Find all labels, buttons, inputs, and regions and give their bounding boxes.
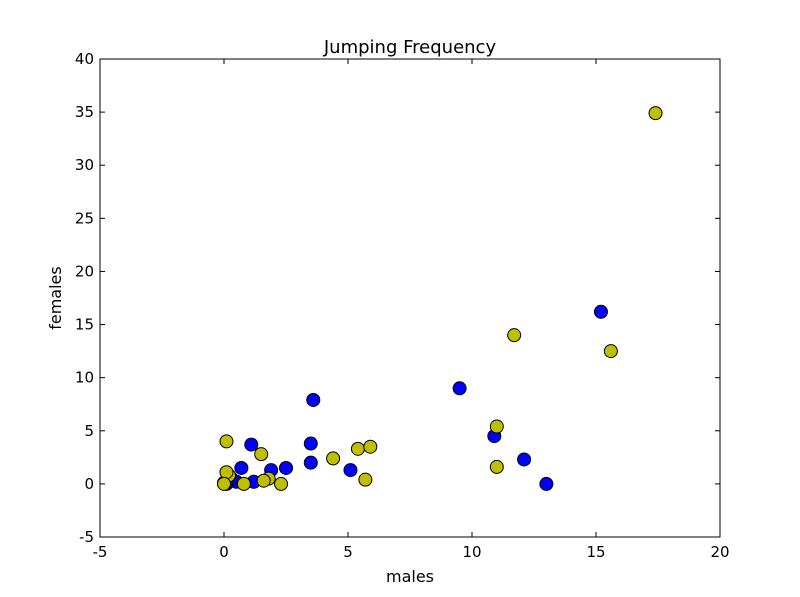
data-point-series-2 (274, 476, 289, 491)
data-point-series-2 (254, 447, 269, 462)
chart-title: Jumping Frequency (323, 37, 497, 58)
data-point-series-1 (593, 304, 608, 319)
data-point-series-1 (539, 476, 554, 491)
y-tick-label: 25 (75, 209, 94, 227)
data-point-series-1 (303, 436, 318, 451)
data-point-series-2 (326, 451, 341, 466)
x-tick-label: 5 (343, 543, 353, 561)
x-tick-label: 0 (219, 543, 229, 561)
data-point-series-1 (303, 455, 318, 470)
y-tick-label: 30 (75, 156, 94, 174)
data-point-series-2 (219, 465, 234, 480)
x-tick-label: -5 (93, 543, 108, 561)
data-point-series-2 (648, 106, 663, 121)
data-point-series-2 (489, 459, 504, 474)
data-point-series-1 (452, 381, 467, 396)
data-point-series-2 (363, 439, 378, 454)
x-tick-label: 20 (710, 543, 729, 561)
data-point-series-2 (350, 441, 365, 456)
data-point-series-2 (507, 328, 522, 343)
axis-ticks: -5 0 5 10 15 20 -5 0 5 10 15 20 25 30 35 40 (75, 50, 730, 561)
data-points (217, 106, 663, 491)
data-point-series-1 (343, 463, 358, 478)
data-point-series-2 (217, 476, 231, 491)
y-tick-label: -5 (79, 528, 94, 546)
y-tick-label: 0 (84, 475, 94, 493)
data-point-series-2 (219, 434, 234, 449)
x-tick-label: 10 (462, 543, 481, 561)
data-point-series-1 (517, 452, 532, 467)
data-point-series-1 (279, 460, 293, 475)
data-point-series-1 (244, 437, 259, 452)
y-tick-label: 35 (75, 103, 94, 121)
data-point-series-2 (236, 476, 251, 491)
y-tick-label: 20 (75, 262, 94, 280)
y-tick-label: 10 (75, 369, 94, 387)
plot-frame (99, 58, 721, 538)
y-axis-label: females (46, 266, 65, 330)
y-tick-label: 40 (75, 50, 94, 68)
y-tick-label: 15 (75, 316, 94, 334)
data-point-series-2 (358, 472, 373, 487)
x-tick-label: 15 (586, 543, 605, 561)
data-point-series-1 (306, 392, 321, 407)
data-point-series-2 (603, 344, 618, 359)
data-point-series-2 (256, 473, 271, 488)
x-axis-label: males (386, 567, 434, 586)
data-point-series-2 (489, 419, 504, 434)
data-point-series-1 (234, 460, 249, 475)
y-tick-label: 5 (84, 422, 94, 440)
